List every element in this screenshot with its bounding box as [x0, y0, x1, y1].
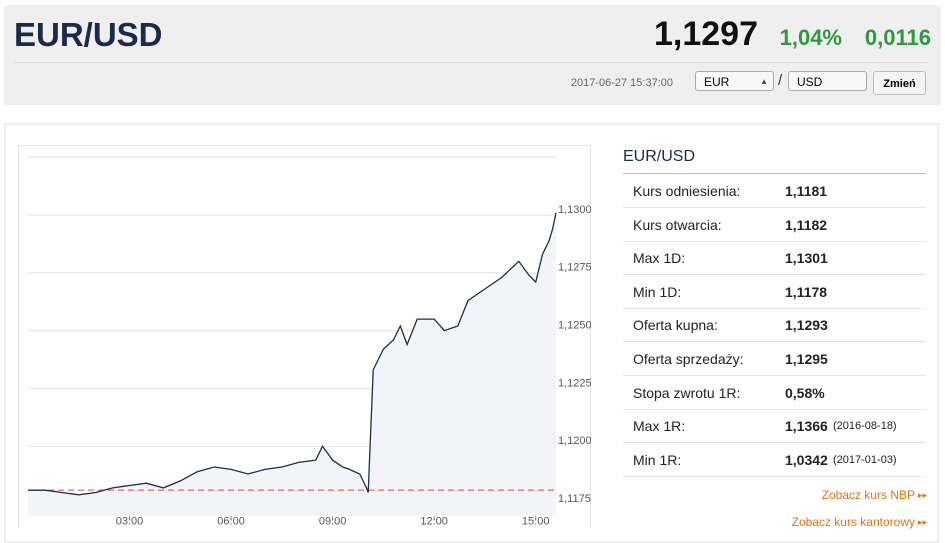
row-date: (2017-01-03) — [833, 453, 897, 466]
row-value: 1,1295 — [785, 351, 828, 367]
row-label: Oferta sprzedaży: — [633, 351, 744, 367]
from-value: EUR — [704, 75, 730, 89]
row-label: Max 1R: — [633, 418, 686, 435]
header-bar — [4, 5, 941, 105]
y-tick-label: 1,1275 — [558, 262, 591, 274]
table-row: Min 1R: 1,0342 (2017-01-03) — [623, 443, 926, 477]
select-arrow: ▲ — [760, 77, 768, 86]
pair-title: EUR/USD — [14, 16, 163, 53]
change-pct: 1,04% — [779, 25, 842, 50]
y-tick-label: 1,1225 — [558, 377, 591, 389]
table-row: Stopa zwrotu 1R: 0,58% — [623, 376, 926, 410]
table-row: Min 1D: 1,1178 — [623, 275, 926, 309]
x-tick-label: 15:00 — [522, 516, 550, 528]
table-row: Kurs odniesienia: 1,1181 — [623, 174, 926, 208]
link-arrow: ▸▸ — [917, 517, 927, 527]
row-label: Stopa zwrotu 1R: — [633, 384, 741, 401]
row-value: 1,1293 — [785, 317, 828, 334]
row-value: 1,1181 — [785, 183, 828, 199]
row-label: Kurs otwarcia: — [633, 216, 722, 233]
panel-rule — [623, 173, 926, 174]
panel-title: EUR/USD — [623, 148, 696, 165]
table-row: Max 1R: 1,1366 (2016-08-18) — [623, 409, 926, 444]
row-value: 1,0342 — [785, 451, 828, 468]
area — [28, 212, 556, 516]
row-value: 1,1301 — [785, 250, 828, 267]
link[interactable]: Zobacz kurs NBP — [821, 488, 915, 502]
divider — [14, 62, 927, 63]
table-row: Max 1D: 1,1301 — [623, 241, 926, 276]
link-arrow: ▸▸ — [917, 490, 927, 500]
x-tick-label: 09:00 — [319, 516, 347, 528]
y-tick-label: 1,1250 — [558, 320, 591, 332]
row-label: Max 1D: — [633, 250, 686, 267]
row-label: Min 1D: — [633, 283, 682, 300]
row-value: 1,1182 — [785, 216, 828, 233]
row-label: Kurs odniesienia: — [633, 183, 741, 199]
table-row: Kurs otwarcia: 1,1182 — [623, 208, 926, 242]
to-select[interactable]: USD — [788, 71, 867, 91]
timestamp: 2017-06-27 15:37:00 — [570, 77, 673, 89]
x-tick-label: 03:00 — [116, 516, 144, 528]
table-row: Oferta sprzedaży: 1,1295 — [623, 342, 926, 376]
row-value: 1,1178 — [785, 283, 828, 300]
row-date: (2016-08-18) — [833, 420, 897, 433]
change-button[interactable]: Zmień — [873, 71, 926, 95]
change: 0,0116 — [864, 25, 931, 50]
row-label: Oferta kupna: — [633, 317, 718, 334]
row-value: 0,58% — [785, 384, 825, 401]
table-row: Oferta kupna: 1,1293 — [623, 308, 926, 343]
x-tick-label: 06:00 — [217, 516, 245, 528]
page: EUR/USD 1,1297 1,04% 0,0116 2017-06-27 1… — [4, 5, 941, 543]
x-tick-label: 12:00 — [420, 516, 448, 528]
chart: 1,1175 1,1200 1,1225 1,1250 1,1275 1,1300 03:0… — [18, 145, 591, 528]
y-tick-label: 1,1175 — [558, 493, 591, 505]
price-line — [28, 212, 557, 496]
price: 1,1297 — [654, 15, 758, 53]
separator: / — [778, 72, 783, 89]
y-tick-label: 1,1200 — [558, 435, 591, 447]
chart-frame — [18, 145, 591, 528]
link[interactable]: Zobacz kurs kantorowy — [791, 515, 915, 529]
y-tick-label: 1,1300 — [558, 204, 591, 216]
row-label: Min 1R: — [633, 451, 682, 468]
row-value: 1,1366 — [785, 418, 828, 435]
to-value: USD — [797, 75, 823, 89]
from-select[interactable]: EUR ▲ — [695, 71, 774, 91]
